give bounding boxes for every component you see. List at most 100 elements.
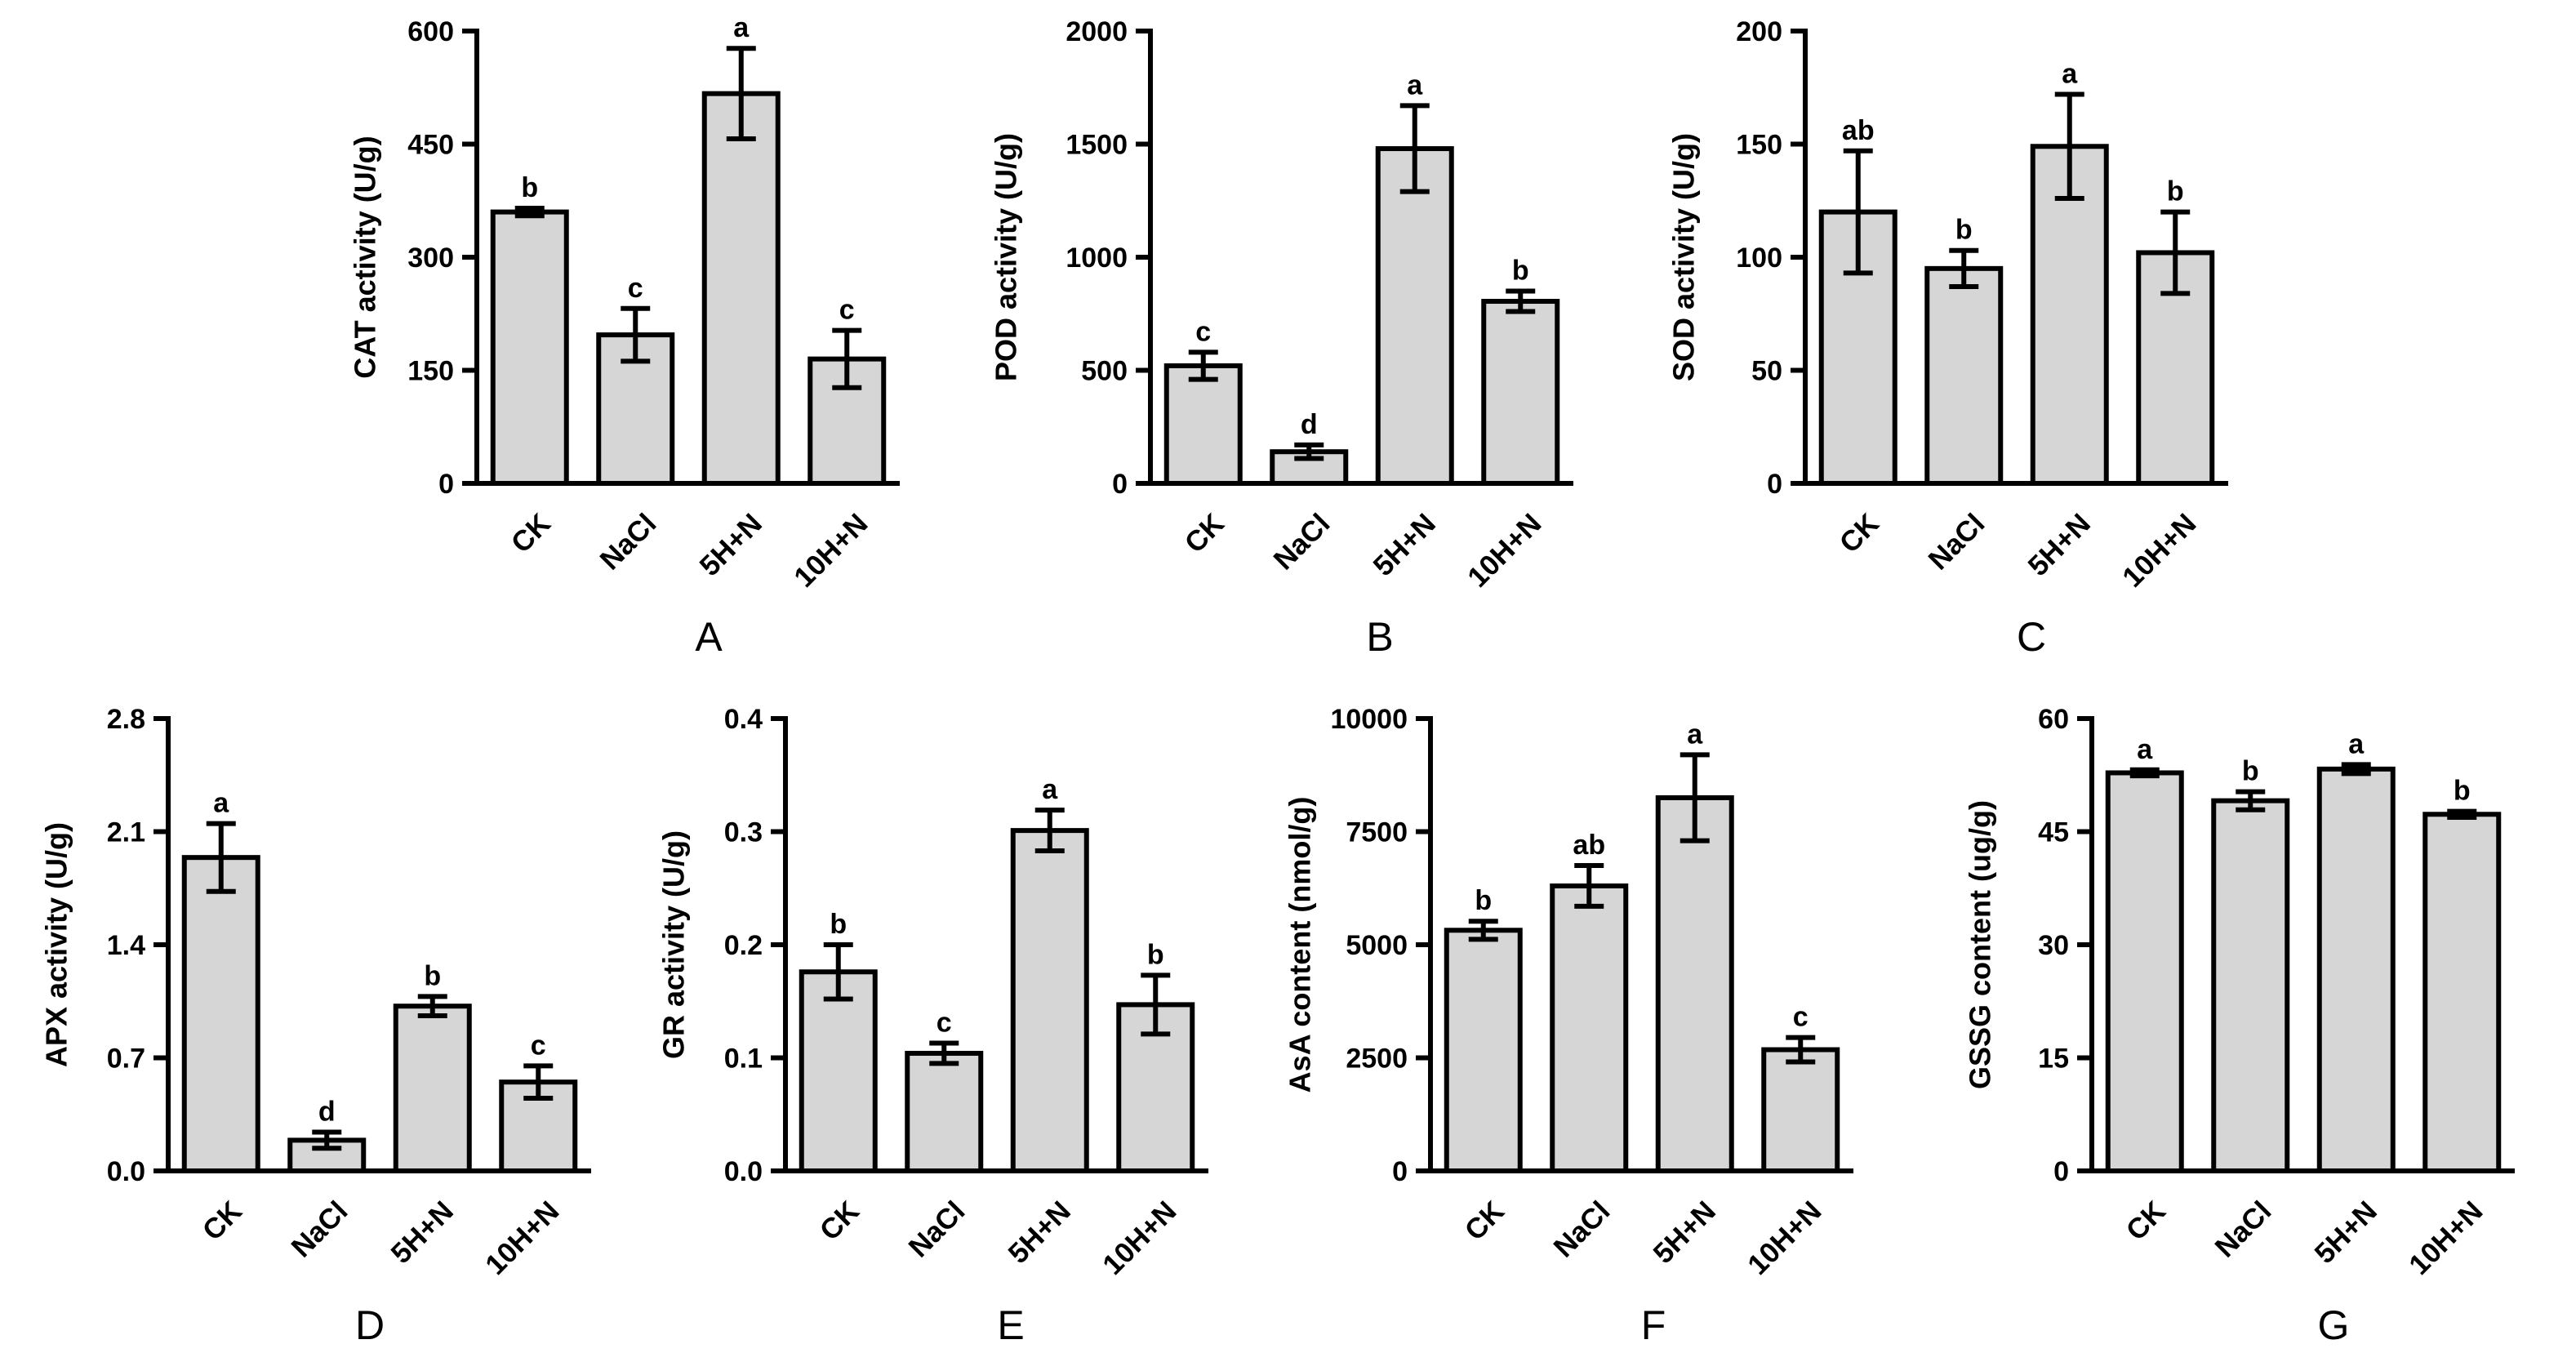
y-tick-label: 7500 [1346,817,1408,848]
category-label: NaCl [1547,1195,1616,1264]
significance-letter: a [2137,734,2153,765]
significance-letter: a [1407,69,1423,100]
significance-letter: d [318,1097,336,1128]
bar-b-1 [1163,363,1243,486]
category-label: 5H+N [1002,1195,1077,1271]
y-tick-label: 0 [1112,469,1128,500]
category-label: 10H+N [1742,1195,1827,1281]
significance-letter: a [1687,719,1703,750]
y-tick-label: 1000 [1066,243,1128,274]
significance-letter: b [424,960,441,991]
category-label: CK [1834,508,1885,559]
panel-label-b: B [1366,614,1393,660]
y-axis-title: GSSG content (ug/g) [1964,800,1997,1089]
y-tick-label: 150 [1736,130,1782,161]
y-tick-label: 150 [407,356,454,387]
significance-letter: a [2348,728,2365,759]
y-axis-title: APX activity (U/g) [40,822,73,1067]
bar-b-3 [1375,146,1454,486]
significance-letter: c [628,273,643,304]
bar-a-1 [490,209,569,486]
significance-letter: d [1301,409,1318,440]
bar-d-3 [393,1004,472,1173]
category-label: 5H+N [1367,508,1442,583]
y-tick-label: 0.7 [107,1044,145,1075]
bar-g-4 [2423,812,2502,1173]
panel-label-c: C [2017,614,2046,660]
y-tick-label: 2.8 [107,704,145,735]
category-label: CK [505,508,557,559]
significance-letter: b [1512,256,1529,287]
category-label: CK [197,1195,248,1247]
category-label: NaCl [2209,1195,2277,1264]
category-label: CK [814,1195,865,1247]
category-label: NaCl [902,1195,971,1264]
significance-letter: c [1195,316,1211,347]
y-tick-label: 0.0 [724,1156,763,1187]
y-tick-label: 1500 [1066,130,1128,161]
y-tick-label: 450 [407,130,454,161]
bar-f-1 [1444,928,1523,1173]
chart-panel-g: 0 15 30 45 60 GSSG content (ug/g) a CK b NaCl a 5H+… [1964,704,2515,1348]
category-label: 10H+N [1097,1195,1182,1281]
category-label: 5H+N [2022,508,2097,583]
y-tick-label: 45 [2038,817,2069,848]
bar-b-4 [1481,299,1560,487]
chart-panel-b: 0 500 1000 1500 2000 POD activity (U/g) c CK d Na… [990,16,1573,660]
y-tick-label: 100 [1736,243,1782,274]
category-label: NaCl [285,1195,354,1264]
significance-letter: b [2242,756,2259,787]
y-tick-label: 0.4 [724,704,763,735]
y-tick-label: 0.2 [724,930,763,961]
y-tick-label: 0 [438,469,454,500]
y-axis-title: CAT activity (U/g) [349,136,382,378]
category-label: 5H+N [385,1195,460,1271]
bar-f-2 [1550,883,1629,1173]
panel-label-g: G [2318,1302,2350,1348]
significance-letter: b [2454,776,2471,807]
bar-e-1 [799,969,878,1173]
significance-letter: a [213,788,229,819]
significance-letter: c [839,295,855,326]
y-axis-title: AsA content (nmol/g) [1284,797,1317,1093]
bar-c-2 [1924,265,2004,486]
y-tick-label: 0.0 [107,1156,145,1187]
bar-g-1 [2105,770,2184,1173]
bar-g-3 [2316,766,2396,1173]
chart-panel-d: 0.0 0.7 1.4 2.1 2.8 APX activity (U/g) a CK d NaC… [40,704,591,1348]
category-label: 5H+N [1647,1195,1722,1271]
y-tick-label: 50 [1751,356,1782,387]
y-tick-label: 1.4 [107,930,145,961]
chart-panel-e: 0.0 0.1 0.2 0.3 0.4 GR activity (U/g) b CK c NaCl… [657,704,1208,1348]
bar-d-1 [181,855,260,1173]
bar-c-3 [2030,144,2109,487]
y-tick-label: 300 [407,243,454,274]
bar-f-3 [1655,794,1734,1173]
significance-letter: b [2167,176,2184,207]
panel-label-d: D [355,1302,385,1348]
y-tick-label: 0 [1392,1156,1408,1187]
significance-letter: b [521,172,538,203]
category-label: 5H+N [2308,1195,2383,1271]
category-label: 10H+N [2403,1195,2489,1281]
category-label: NaCl [1922,508,1991,576]
significance-letter: b [830,909,847,940]
panel-label-f: F [1641,1302,1666,1348]
significance-letter: b [1147,939,1164,970]
bar-e-2 [905,1050,984,1173]
y-axis-title: POD activity (U/g) [990,133,1023,381]
y-tick-label: 2000 [1066,16,1128,47]
panel-label-a: A [695,614,723,660]
y-tick-label: 0 [1767,469,1782,500]
significance-letter: c [531,1030,546,1061]
category-label: 10H+N [2116,508,2202,594]
bar-f-4 [1761,1047,1840,1173]
y-tick-label: 0.1 [724,1044,763,1075]
y-tick-label: 500 [1081,356,1128,387]
category-label: NaCl [594,508,662,576]
significance-letter: c [937,1007,952,1038]
y-tick-label: 2500 [1346,1044,1408,1075]
bar-e-3 [1010,828,1089,1173]
